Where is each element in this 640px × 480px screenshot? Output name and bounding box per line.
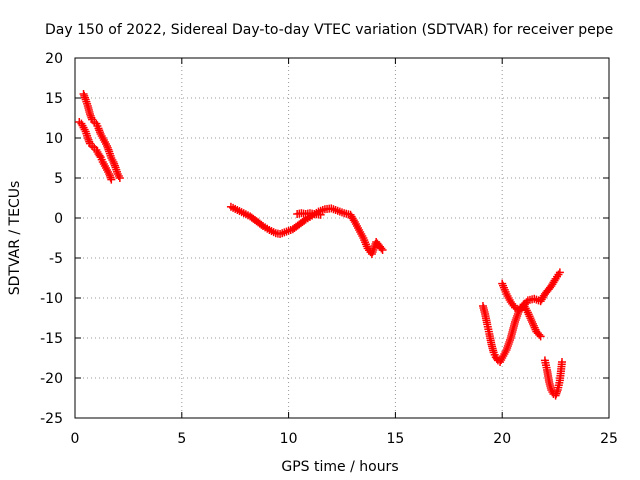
y-tick-label: 10 bbox=[45, 131, 63, 147]
data-series bbox=[79, 90, 124, 182]
grid-lines bbox=[75, 58, 609, 418]
data-series bbox=[498, 268, 564, 314]
y-tick-label: 0 bbox=[54, 211, 63, 227]
chart-title: Day 150 of 2022, Sidereal Day-to-day VTE… bbox=[45, 22, 613, 38]
x-tick-label: 0 bbox=[71, 431, 80, 447]
data-point bbox=[378, 246, 387, 254]
x-axis-label: GPS time / hours bbox=[281, 459, 398, 475]
data-series bbox=[75, 118, 116, 184]
data-point bbox=[115, 174, 124, 182]
y-tick-label: -15 bbox=[40, 331, 63, 347]
data-series bbox=[540, 356, 567, 400]
x-tick-label: 25 bbox=[600, 431, 618, 447]
y-tick-label: 5 bbox=[54, 171, 63, 187]
x-tick-label: 20 bbox=[493, 431, 511, 447]
plot-frame bbox=[74, 57, 610, 419]
y-tick-label: -20 bbox=[40, 371, 63, 387]
x-tick-label: 15 bbox=[386, 431, 404, 447]
data-point bbox=[555, 268, 564, 277]
data-markers bbox=[75, 90, 567, 400]
y-tick-label: 20 bbox=[45, 51, 63, 67]
data-series bbox=[293, 209, 325, 219]
y-tick-label: -5 bbox=[49, 251, 63, 267]
data-point bbox=[316, 210, 325, 219]
data-point bbox=[535, 330, 544, 339]
data-series bbox=[226, 202, 387, 258]
axis-ticks: 0 5 10 15 20 25 -25 -20 -15 -10 -5 0 5 10 15 20 bbox=[40, 51, 618, 447]
data-point bbox=[107, 175, 116, 184]
y-axis-label: SDTVAR / TECUs bbox=[7, 181, 23, 296]
data-point bbox=[536, 332, 545, 341]
y-tick-label: -10 bbox=[40, 291, 63, 307]
data-point bbox=[377, 244, 386, 253]
data-point bbox=[558, 358, 567, 366]
x-tick-label: 5 bbox=[177, 431, 186, 447]
x-tick-label: 10 bbox=[280, 431, 298, 447]
y-tick-label: 15 bbox=[45, 91, 63, 107]
data-series bbox=[478, 300, 545, 366]
y-tick-label: -25 bbox=[40, 411, 63, 427]
